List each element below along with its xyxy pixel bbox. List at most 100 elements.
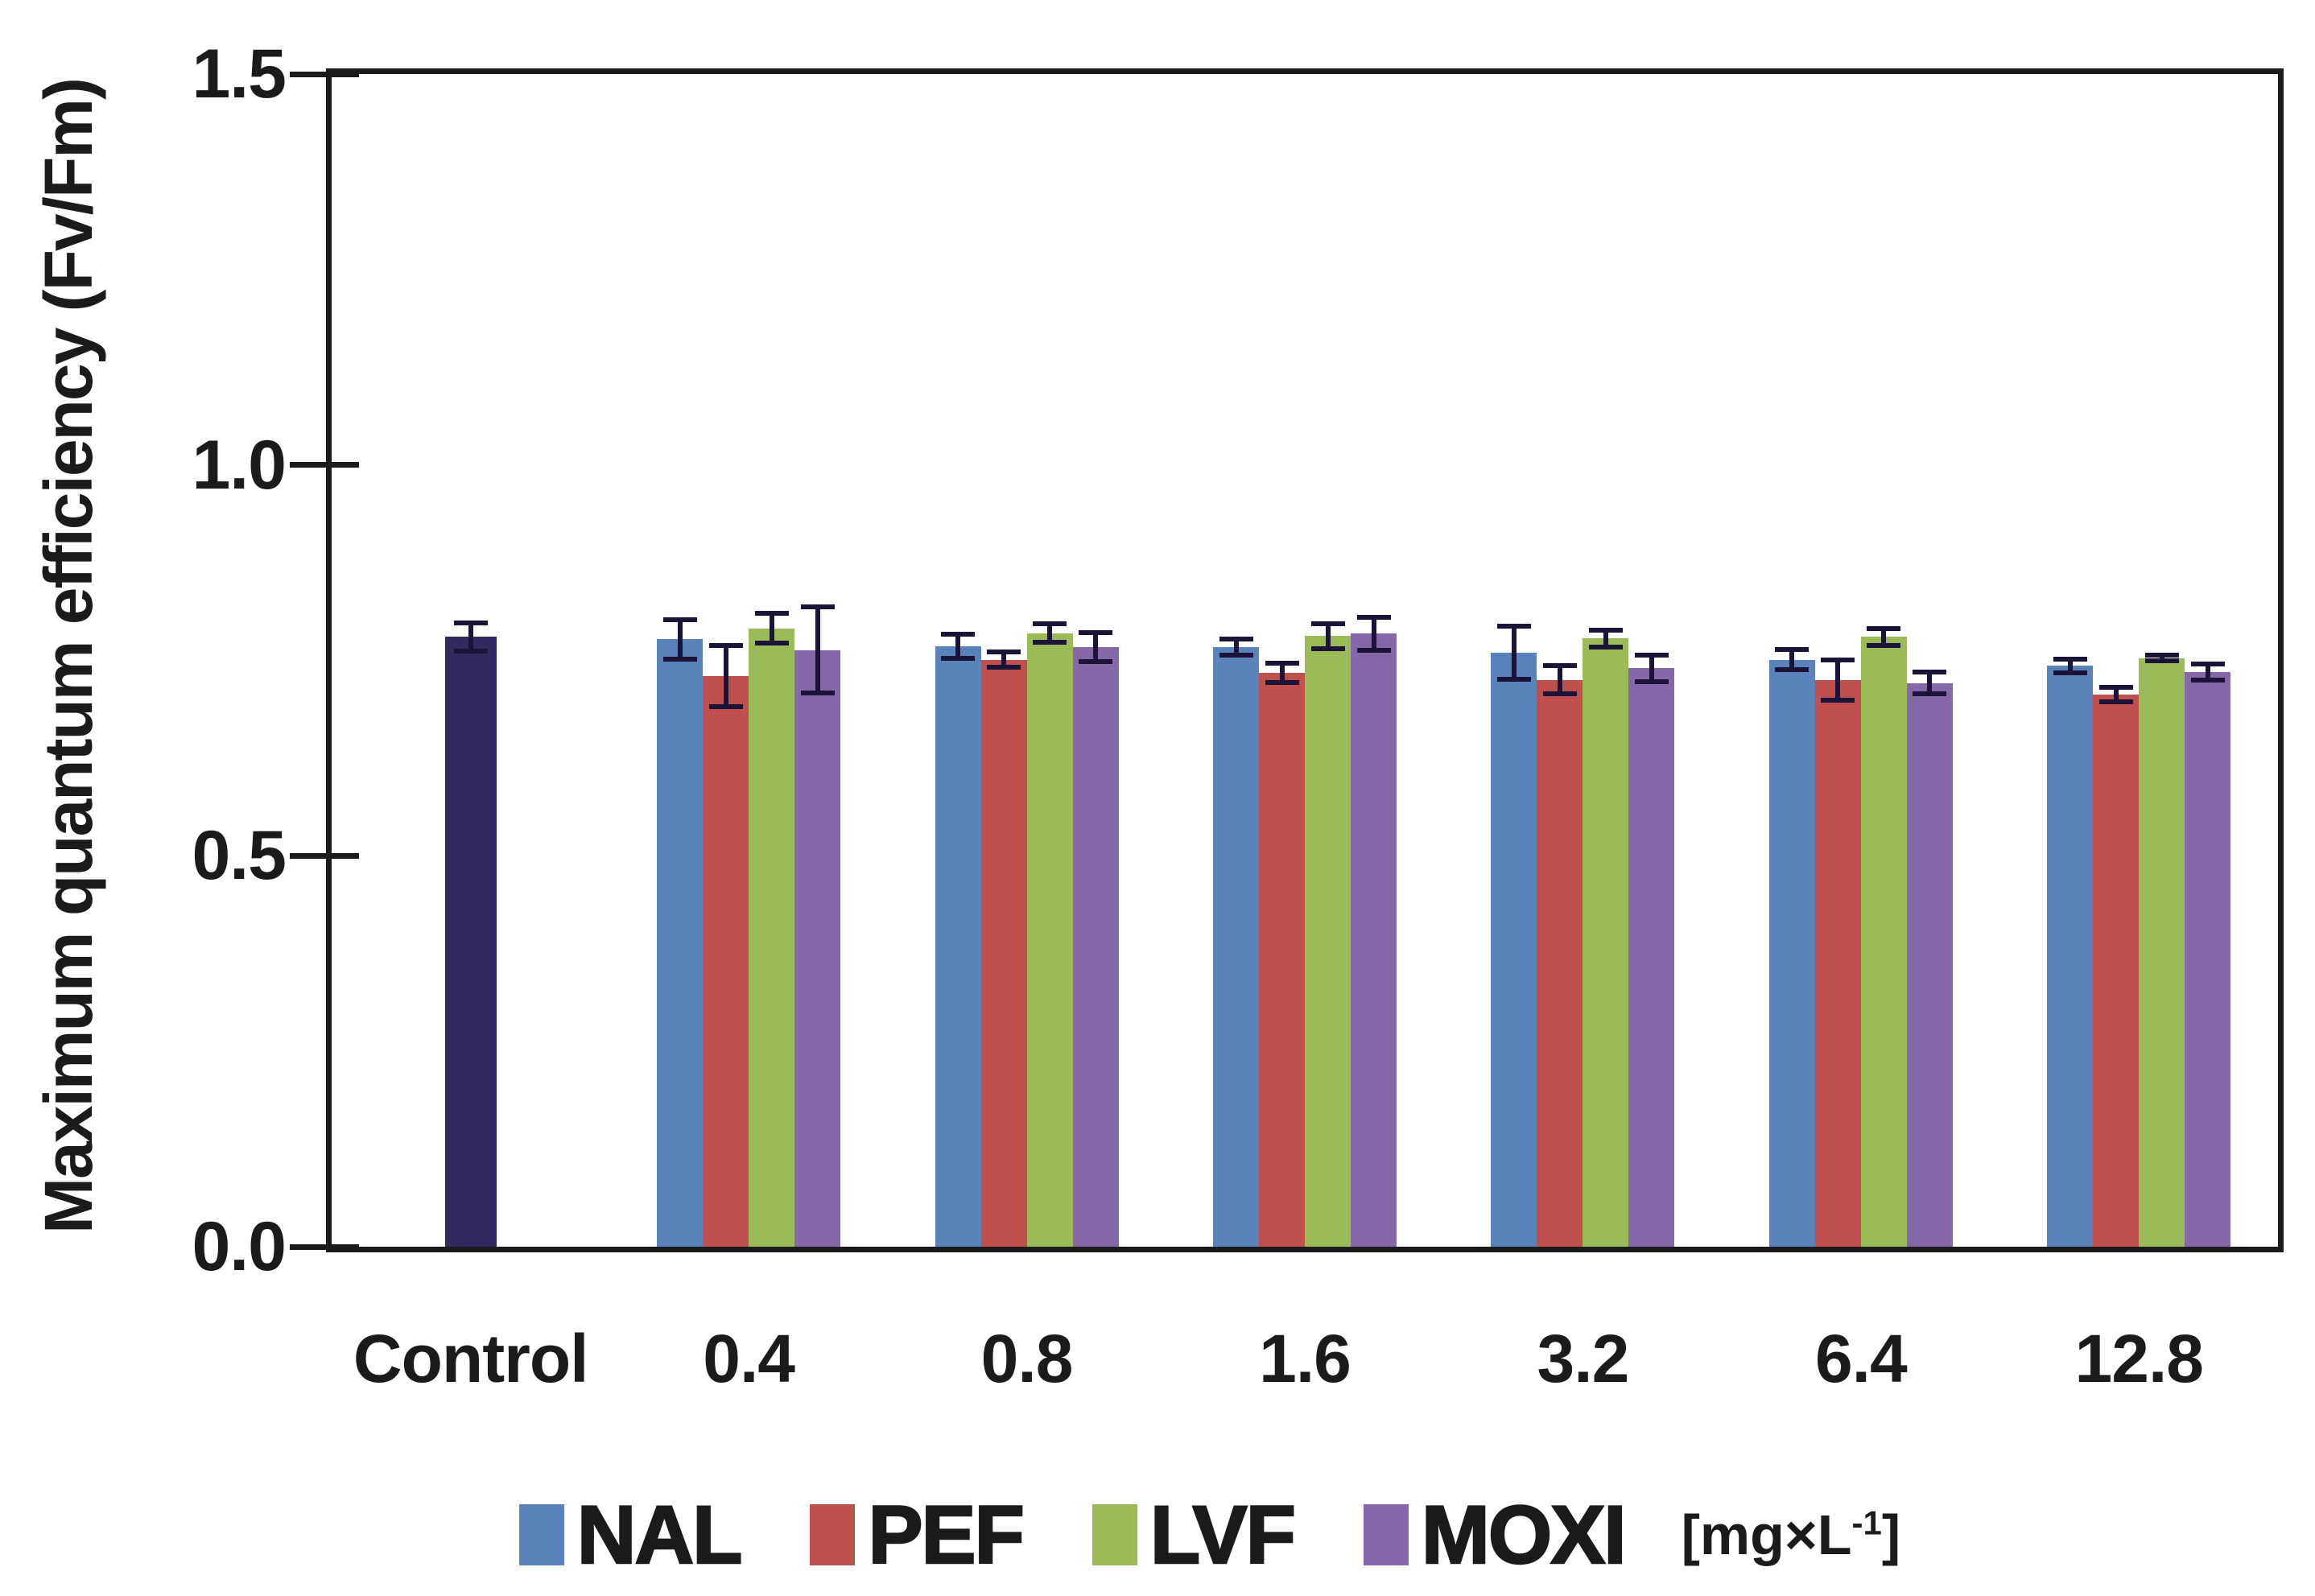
error-bar-cap-top-nal-0.4: [662, 617, 697, 622]
error-bar-nal-3.2: [1511, 625, 1517, 679]
error-bar-cap-bottom-lvf-12.8: [2144, 658, 2179, 664]
error-bar-lvf-1.6: [1325, 623, 1331, 649]
error-bar-lvf-12.8: [2159, 654, 2164, 662]
error-bar-cap-bottom-lvf-1.6: [1310, 645, 1345, 651]
x-tick-label-0.4: 0.4: [703, 1321, 795, 1396]
error-bar-cap-top-nal-1.6: [1219, 637, 1253, 642]
error-bar-cap-bottom-pef-12.8: [2098, 699, 2133, 704]
error-bar-nal-0.8: [955, 634, 961, 658]
error-bar-cap-bottom-lvf-3.2: [1588, 644, 1623, 650]
error-bar-cap-top-moxi-0.8: [1079, 629, 1113, 635]
y-tick-1.0: [290, 462, 359, 468]
legend-label-pef: PEF: [867, 1489, 1025, 1581]
y-tick-0.5: [290, 852, 359, 859]
bar-pef-3.2: [1537, 679, 1583, 1247]
error-bar-cap-bottom-moxi-0.4: [800, 691, 835, 696]
bar-nal-3.2: [1491, 652, 1537, 1247]
legend-swatch-pef-icon: [810, 1504, 856, 1565]
error-bar-cap-bottom-nal-1.6: [1219, 652, 1253, 658]
error-bar-pef-0.4: [723, 645, 728, 707]
error-bar-cap-top-pef-0.8: [987, 649, 1021, 654]
error-bar-cap-bottom-pef-6.4: [1821, 698, 1855, 703]
error-bar-cap-bottom-nal-6.4: [1775, 667, 1809, 673]
error-bar-cap-bottom-moxi-12.8: [2190, 677, 2225, 683]
x-tick-label-1.6: 1.6: [1259, 1321, 1351, 1396]
error-bar-cap-top-moxi-6.4: [1913, 670, 1947, 675]
y-tick-label-1.5: 1.5: [192, 35, 287, 113]
y-tick-label-0.0: 0.0: [192, 1208, 287, 1285]
error-bar-moxi-0.8: [1093, 632, 1099, 662]
bar-moxi-3.2: [1628, 668, 1675, 1247]
error-bar-cap-top-lvf-1.6: [1310, 621, 1345, 626]
error-bar-cap-bottom-moxi-6.4: [1913, 691, 1947, 697]
error-bar-pef-3.2: [1557, 666, 1562, 695]
error-bar-nal-1.6: [1233, 639, 1239, 655]
bar-moxi-1.6: [1351, 633, 1397, 1247]
bar-lvf-6.4: [1860, 637, 1907, 1247]
error-bar-cap-bottom-control-control: [453, 648, 488, 654]
error-bar-nal-6.4: [1789, 649, 1795, 670]
legend-item-lvf: LVF: [1091, 1489, 1298, 1581]
plot-area: [326, 68, 2284, 1252]
error-bar-lvf-6.4: [1881, 628, 1887, 646]
error-bar-cap-top-pef-3.2: [1542, 663, 1577, 669]
bar-moxi-0.4: [794, 650, 841, 1247]
x-tick-label-3.2: 3.2: [1537, 1321, 1630, 1396]
legend-label-nal: NAL: [576, 1489, 744, 1581]
error-bar-moxi-6.4: [1927, 672, 1933, 695]
bar-pef-0.4: [703, 675, 749, 1247]
bar-moxi-12.8: [2185, 672, 2231, 1247]
error-bar-cap-top-pef-12.8: [2098, 685, 2133, 691]
y-axis-title: Maximum quantum efficiency (Fv/Fm): [30, 78, 106, 1234]
bar-pef-0.8: [980, 659, 1027, 1247]
error-bar-cap-bottom-lvf-0.4: [754, 641, 789, 646]
error-bar-control-control: [468, 622, 473, 651]
error-bar-cap-top-moxi-0.4: [800, 604, 835, 610]
error-bar-cap-top-lvf-6.4: [1867, 625, 1901, 631]
bar-nal-0.8: [935, 646, 981, 1247]
legend-label-lvf: LVF: [1149, 1489, 1298, 1581]
error-bar-cap-bottom-pef-0.4: [708, 703, 743, 709]
error-bar-pef-0.8: [1001, 651, 1007, 668]
bar-pef-1.6: [1259, 673, 1305, 1247]
legend-swatch-lvf-icon: [1091, 1504, 1137, 1565]
error-bar-cap-bottom-pef-1.6: [1265, 679, 1299, 685]
error-bar-cap-top-nal-12.8: [2053, 656, 2087, 662]
error-bar-cap-top-nal-6.4: [1775, 646, 1809, 652]
y-axis-title-wrap: Maximum quantum efficiency (Fv/Fm): [0, 48, 137, 1264]
error-bar-cap-top-nal-3.2: [1496, 623, 1531, 629]
legend-label-moxi: MOXI: [1421, 1489, 1628, 1581]
error-bar-cap-bottom-moxi-0.8: [1079, 659, 1113, 665]
error-bar-cap-bottom-nal-12.8: [2053, 670, 2087, 676]
error-bar-lvf-0.4: [769, 613, 774, 644]
bar-lvf-3.2: [1583, 638, 1629, 1247]
error-bar-cap-top-moxi-1.6: [1356, 615, 1391, 621]
legend-unit-label: [mg×L-1]: [1681, 1503, 1901, 1566]
error-bar-cap-top-pef-6.4: [1821, 657, 1855, 662]
error-bar-cap-top-moxi-3.2: [1634, 652, 1669, 658]
error-bar-cap-top-lvf-0.4: [754, 611, 789, 617]
error-bar-moxi-1.6: [1371, 617, 1376, 650]
error-bar-cap-top-lvf-0.8: [1033, 621, 1067, 626]
bar-lvf-0.8: [1026, 633, 1073, 1247]
error-bar-pef-6.4: [1835, 659, 1841, 701]
error-bar-cap-top-lvf-3.2: [1588, 627, 1623, 633]
error-bar-cap-top-pef-1.6: [1265, 661, 1299, 666]
bar-pef-12.8: [2093, 695, 2140, 1247]
bar-nal-0.4: [657, 639, 704, 1247]
error-bar-nal-0.4: [677, 619, 683, 659]
y-tick-label-1.0: 1.0: [192, 426, 287, 504]
error-bar-lvf-0.8: [1047, 623, 1053, 643]
error-bar-cap-bottom-pef-0.8: [987, 665, 1021, 670]
x-tick-label-0.8: 0.8: [980, 1321, 1074, 1396]
error-bar-cap-top-moxi-12.8: [2190, 662, 2225, 667]
error-bar-cap-bottom-moxi-1.6: [1356, 647, 1391, 653]
error-bar-cap-bottom-lvf-6.4: [1867, 643, 1901, 649]
bar-lvf-12.8: [2139, 658, 2185, 1247]
error-bar-moxi-3.2: [1649, 654, 1654, 682]
error-bar-lvf-3.2: [1603, 629, 1608, 647]
error-bar-pef-12.8: [2113, 687, 2119, 702]
legend: NAL PEF LVF MOXI [mg×L-1]: [0, 1483, 2315, 1587]
error-bar-cap-bottom-nal-0.4: [662, 656, 697, 662]
